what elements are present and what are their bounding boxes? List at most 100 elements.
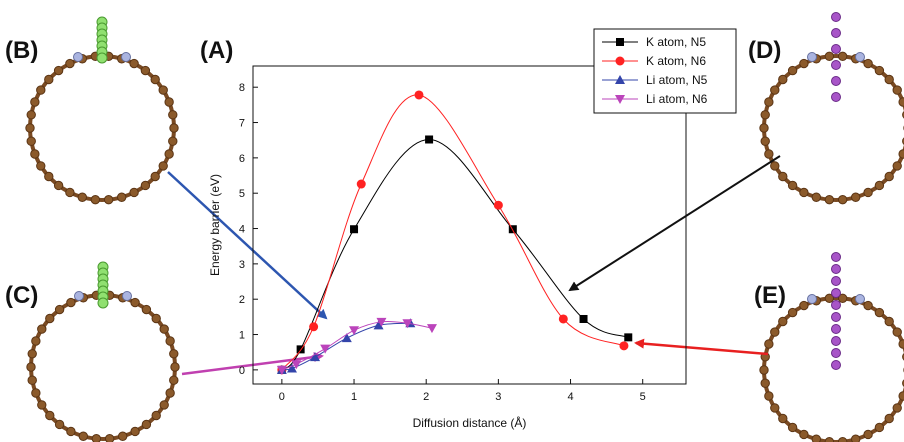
ion-atom (831, 28, 841, 38)
carbon-atom (851, 192, 861, 202)
ion-atom (831, 276, 841, 286)
data-point-li-atom-n6 (276, 365, 287, 375)
ion-atom (96, 52, 108, 64)
carbon-atom (898, 149, 904, 159)
ion-atom (831, 264, 841, 274)
y-tick-label: 4 (239, 224, 245, 236)
carbon-atom (77, 192, 87, 202)
carbon-atom (764, 339, 774, 349)
carbon-atom (151, 313, 161, 324)
carbon-atom (159, 400, 169, 410)
plot-frame (252, 65, 687, 385)
carbon-atom (837, 194, 848, 205)
ion-atom (831, 76, 841, 86)
carbon-atom (164, 149, 174, 159)
carbon-atom (863, 300, 873, 311)
carbon-atom (30, 149, 40, 159)
arrow-d-to-k-curve (568, 155, 781, 292)
energy-barrier-chart: 0 1 2 3 4 5 0 1 2 3 4 5 6 7 8 Diffusion distance (Å) Ene… (208, 28, 737, 430)
carbon-atom (169, 123, 179, 133)
carbon-atom (158, 85, 168, 95)
carbon-atom (150, 74, 160, 85)
carbon-atom (165, 388, 175, 398)
arrow-e-to-k-curve (634, 338, 769, 356)
carbon-atom (760, 110, 770, 120)
x-tick-label: 0 (279, 391, 285, 403)
carbon-atom (787, 65, 798, 76)
carbon-atom (874, 422, 885, 433)
ion-atom (831, 348, 841, 358)
y-tick-label: 5 (239, 188, 245, 200)
panel-label-a: (A) (200, 37, 233, 64)
data-point-li-atom-n6 (402, 319, 413, 329)
carbon-atom (118, 431, 128, 441)
ion-atom (831, 252, 841, 262)
carbon-atom (778, 171, 788, 182)
carbon-atom (884, 74, 894, 85)
carbon-atom (837, 51, 848, 62)
panel-label-b: (B) (5, 37, 38, 64)
legend-label-li-atom-n5: Li atom, N5 (646, 73, 708, 87)
carbon-atom (898, 339, 904, 349)
data-point-k-atom-n5 (579, 314, 588, 323)
nitrogen-atom (855, 52, 865, 62)
data-point-li-atom-n5 (286, 363, 297, 373)
data-point-k-atom-n6 (309, 322, 319, 332)
legend: K atom, N5 K atom, N6 Li atom, N5 Li atom, … (593, 28, 737, 114)
y-tick-label: 1 (239, 330, 245, 342)
carbon-atom (36, 85, 46, 95)
carbon-atom (837, 293, 848, 304)
carbon-atom (764, 149, 774, 159)
carbon-atom (129, 58, 139, 69)
carbon-atom (787, 180, 798, 191)
carbon-atom (778, 316, 788, 327)
carbon-atom (898, 97, 904, 107)
ion-atom (831, 60, 841, 70)
panel-label-c: (C) (5, 282, 38, 309)
legend-marker-li-atom-n6 (615, 95, 625, 104)
legend-label-k-atom-n5: K atom, N5 (646, 35, 706, 49)
x-axis-title: Diffusion distance (Å) (413, 415, 527, 430)
panel-label-e: (E) (754, 282, 786, 309)
nitrogen-atom (807, 294, 817, 304)
carbon-atom (45, 410, 55, 421)
carbon-atom (53, 65, 64, 76)
carbon-atom (36, 161, 46, 171)
arrow-c-to-li-curve (181, 352, 324, 376)
arrow-b-to-li-curve (167, 171, 328, 320)
carbon-atom (78, 431, 88, 441)
data-point-li-atom-n6 (349, 326, 360, 336)
carbon-atom (66, 297, 76, 308)
data-point-li-atom-n6 (426, 324, 437, 334)
carbon-atom (874, 65, 885, 76)
carbon-atom (824, 436, 835, 442)
data-point-k-atom-n5 (624, 333, 633, 342)
ion-atom (831, 312, 841, 322)
y-tick-label: 8 (239, 82, 245, 94)
carbon-atom (141, 304, 152, 315)
carbon-atom (26, 362, 36, 372)
carbon-atom (778, 74, 788, 85)
nanotube-structure-d (759, 12, 904, 205)
carbon-atom (824, 51, 835, 62)
carbon-atom (90, 194, 101, 205)
nitrogen-atom (73, 52, 83, 62)
data-point-li-atom-n5 (341, 333, 352, 343)
nanotube-structure-c (26, 261, 180, 442)
carbon-atom (799, 300, 809, 311)
carbon-atom (65, 187, 75, 198)
y-tick-label: 2 (239, 294, 245, 306)
data-point-k-atom-n6 (356, 179, 366, 189)
carbon-atom (811, 192, 821, 202)
nitrogen-atom (74, 291, 84, 301)
data-point-li-atom-n6 (320, 344, 331, 354)
carbon-atom (778, 413, 788, 424)
x-tick-label: 2 (423, 391, 429, 403)
carbon-atom (799, 187, 809, 198)
carbon-atom (851, 434, 861, 442)
carbon-atom (874, 180, 885, 191)
carbon-atom (787, 422, 798, 433)
ion-atom (831, 360, 841, 370)
series-line-k-atom-n5 (281, 138, 629, 371)
legend-label-li-atom-n6: Li atom, N6 (646, 92, 708, 106)
